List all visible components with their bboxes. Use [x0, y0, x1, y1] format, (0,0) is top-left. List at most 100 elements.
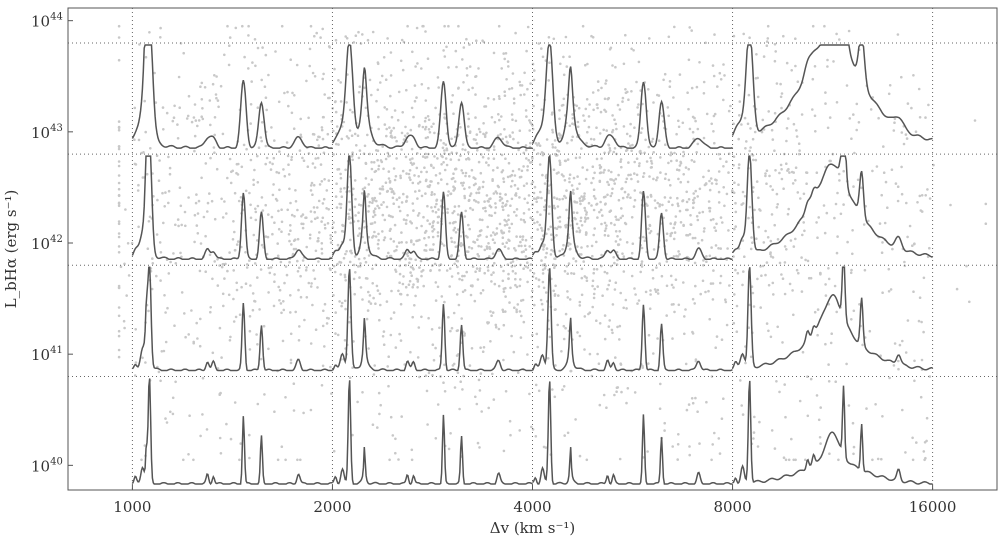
scatter-point — [748, 36, 751, 39]
scatter-point — [470, 247, 474, 250]
scatter-point — [371, 30, 375, 34]
scatter-point — [754, 158, 758, 162]
scatter-point — [597, 89, 600, 92]
scatter-point — [515, 214, 518, 217]
scatter-point — [888, 376, 891, 380]
scatter-point — [765, 169, 769, 172]
scatter-point — [259, 268, 263, 271]
scatter-point — [582, 114, 585, 117]
scatter-point — [338, 260, 341, 264]
scatter-point — [143, 99, 146, 103]
scatter-point — [759, 209, 762, 212]
scatter-point — [416, 62, 419, 65]
scatter-point — [630, 177, 633, 181]
scatter-point — [691, 332, 695, 335]
scatter-point — [277, 171, 281, 175]
scatter-point — [773, 447, 777, 450]
scatter-point — [711, 64, 715, 67]
scatter-point — [554, 146, 557, 149]
scatter-point — [161, 106, 165, 109]
scatter-point — [639, 131, 643, 134]
scatter-point — [547, 212, 551, 216]
scatter-point — [912, 290, 915, 294]
scatter-point — [651, 268, 655, 272]
scatter-point — [713, 226, 716, 229]
scatter-point — [198, 344, 202, 348]
scatter-point — [696, 410, 699, 414]
scatter-point — [468, 227, 472, 231]
scatter-point — [747, 216, 750, 220]
scatter-point — [565, 65, 569, 68]
scatter-point — [531, 124, 534, 127]
scatter-point — [201, 376, 205, 380]
scatter-point — [382, 330, 386, 333]
scatter-point — [421, 125, 425, 129]
scatter-point — [603, 203, 607, 206]
scatter-point — [401, 282, 405, 286]
scatter-point — [467, 151, 470, 154]
scatter-point — [319, 163, 323, 166]
scatter-point — [669, 159, 673, 163]
scatter-point — [811, 108, 814, 111]
scatter-point — [432, 122, 435, 126]
spectrum-line — [731, 44, 933, 141]
scatter-point — [544, 199, 547, 202]
scatter-point — [478, 446, 481, 449]
scatter-point — [557, 294, 560, 297]
scatter-point — [341, 224, 345, 228]
scatter-point — [332, 294, 335, 297]
scatter-point — [205, 428, 209, 431]
scatter-point — [435, 202, 438, 206]
scatter-point — [696, 218, 700, 222]
scatter-point — [179, 204, 183, 208]
scatter-point — [609, 178, 612, 181]
scatter-point — [359, 286, 363, 289]
scatter-point — [796, 191, 800, 194]
scatter-point — [433, 131, 436, 135]
scatter-point — [353, 255, 357, 258]
scatter-point — [562, 337, 566, 341]
scatter-point — [448, 285, 452, 288]
scatter-point — [553, 139, 557, 142]
scatter-point — [484, 209, 487, 213]
scatter-point — [623, 190, 627, 194]
scatter-point — [603, 151, 606, 155]
scatter-point — [466, 112, 470, 115]
scatter-point — [316, 286, 319, 289]
scatter-point — [396, 118, 400, 122]
scatter-point — [413, 99, 417, 103]
scatter-point — [540, 47, 543, 50]
scatter-point — [356, 265, 360, 268]
scatter-point — [413, 84, 417, 87]
scatter-point — [551, 146, 555, 149]
scatter-point — [468, 186, 471, 189]
scatter-point — [398, 281, 401, 285]
scatter-point — [317, 199, 321, 203]
scatter-point — [335, 125, 339, 128]
scatter-point — [591, 279, 595, 283]
scatter-point — [292, 247, 296, 251]
scatter-point — [459, 242, 463, 245]
scatter-point — [732, 34, 736, 38]
scatter-point — [589, 137, 593, 141]
scatter-point — [600, 157, 603, 160]
scatter-point — [323, 302, 327, 306]
scatter-point — [117, 220, 121, 223]
scatter-point — [352, 187, 355, 191]
scatter-point — [656, 93, 659, 97]
scatter-point — [737, 163, 741, 166]
scatter-point — [670, 303, 674, 306]
scatter-point — [570, 184, 574, 187]
scatter-point — [182, 458, 185, 462]
scatter-point — [339, 187, 343, 191]
scatter-point — [614, 230, 618, 233]
scatter-point — [377, 206, 381, 210]
scatter-point — [392, 311, 396, 314]
scatter-point — [574, 259, 578, 263]
scatter-point — [653, 199, 657, 202]
scatter-point — [718, 71, 722, 75]
scatter-point — [446, 211, 449, 214]
scatter-point — [687, 58, 691, 62]
scatter-point — [574, 418, 577, 421]
scatter-point — [614, 356, 617, 359]
